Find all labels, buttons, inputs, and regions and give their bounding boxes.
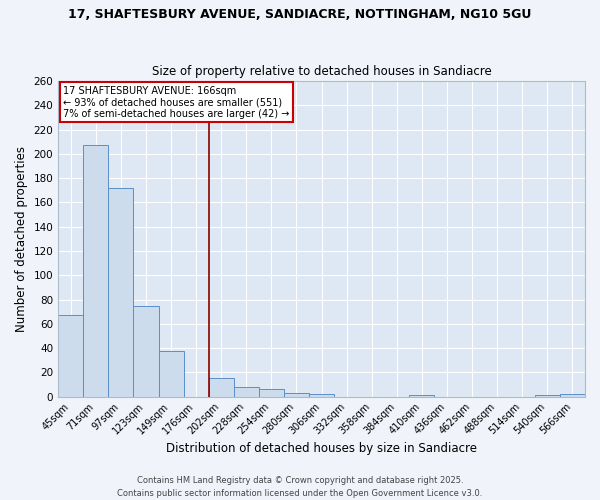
Bar [58, 316, 83, 396]
Bar [284, 393, 309, 396]
Bar [234, 387, 259, 396]
Title: Size of property relative to detached houses in Sandiacre: Size of property relative to detached ho… [152, 66, 491, 78]
Text: 17, SHAFTESBURY AVENUE, SANDIACRE, NOTTINGHAM, NG10 5GU: 17, SHAFTESBURY AVENUE, SANDIACRE, NOTTI… [68, 8, 532, 20]
Bar [259, 390, 284, 396]
Text: 17 SHAFTESBURY AVENUE: 166sqm
← 93% of detached houses are smaller (551)
7% of s: 17 SHAFTESBURY AVENUE: 166sqm ← 93% of d… [64, 86, 290, 119]
Bar [209, 378, 234, 396]
Bar [83, 146, 109, 396]
Y-axis label: Number of detached properties: Number of detached properties [15, 146, 28, 332]
Bar [133, 306, 158, 396]
Bar [309, 394, 334, 396]
X-axis label: Distribution of detached houses by size in Sandiacre: Distribution of detached houses by size … [166, 442, 477, 455]
Text: Contains HM Land Registry data © Crown copyright and database right 2025.
Contai: Contains HM Land Registry data © Crown c… [118, 476, 482, 498]
Bar [109, 188, 133, 396]
Bar [560, 394, 585, 396]
Bar [158, 350, 184, 397]
